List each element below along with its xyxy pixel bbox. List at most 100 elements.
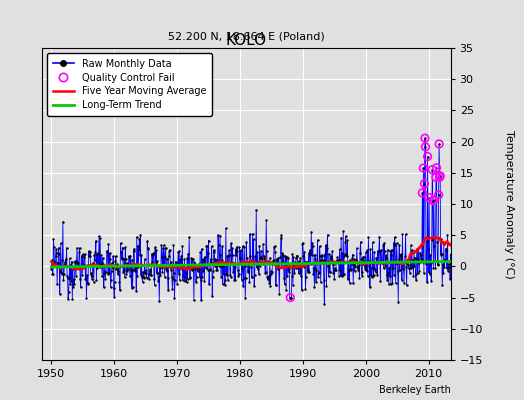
Point: [392, 260, 400, 266]
Point: [94, 260, 103, 266]
Point: [117, 256, 126, 262]
Point: [377, 247, 385, 254]
Point: [84, 281, 92, 288]
Point: [394, 268, 402, 275]
Point: [272, 256, 281, 263]
Point: [245, 279, 254, 285]
Point: [121, 244, 129, 250]
Point: [97, 252, 105, 258]
Point: [163, 275, 172, 282]
Point: [309, 270, 318, 277]
Point: [376, 259, 384, 265]
Point: [260, 258, 269, 264]
Point: [166, 260, 174, 267]
Point: [139, 268, 147, 275]
Point: [441, 256, 449, 263]
Point: [399, 261, 408, 268]
Point: [264, 276, 272, 282]
Point: [236, 255, 244, 261]
Point: [201, 260, 210, 267]
Point: [256, 255, 265, 261]
Point: [242, 275, 250, 282]
Point: [288, 273, 296, 279]
Point: [230, 262, 238, 268]
Point: [83, 272, 91, 278]
Point: [252, 259, 260, 266]
Point: [277, 232, 286, 238]
Point: [126, 273, 134, 279]
Point: [304, 250, 313, 256]
Point: [234, 273, 243, 280]
Point: [74, 260, 82, 266]
Point: [443, 265, 451, 272]
Point: [284, 255, 292, 261]
Point: [307, 261, 315, 267]
Point: [221, 282, 229, 288]
Point: [189, 256, 197, 262]
Point: [357, 269, 366, 275]
Point: [257, 248, 265, 254]
Point: [364, 234, 373, 240]
Point: [54, 244, 63, 251]
Point: [354, 264, 363, 270]
Point: [198, 273, 206, 280]
Point: [91, 257, 99, 263]
Point: [431, 258, 439, 264]
Point: [334, 256, 343, 263]
Point: [59, 277, 68, 284]
Point: [337, 272, 346, 279]
Point: [232, 252, 241, 259]
Point: [240, 244, 248, 250]
Point: [203, 243, 211, 249]
Point: [151, 258, 160, 265]
Point: [88, 273, 96, 279]
Point: [156, 272, 165, 279]
Point: [68, 295, 77, 302]
Point: [361, 263, 369, 270]
Point: [434, 192, 443, 198]
Point: [110, 293, 118, 300]
Point: [285, 265, 293, 272]
Point: [432, 174, 440, 180]
Point: [385, 264, 394, 271]
Point: [80, 254, 89, 260]
Point: [411, 271, 420, 278]
Point: [442, 245, 450, 252]
Point: [150, 281, 159, 288]
Point: [409, 272, 418, 279]
Point: [137, 272, 145, 278]
Point: [62, 244, 71, 251]
Point: [259, 253, 268, 259]
Point: [371, 266, 379, 273]
Point: [395, 241, 403, 248]
Point: [415, 268, 423, 274]
Point: [113, 261, 122, 267]
Point: [192, 279, 200, 286]
Point: [352, 258, 361, 264]
Point: [78, 272, 86, 278]
Point: [114, 271, 122, 277]
Point: [303, 267, 312, 273]
Point: [319, 257, 327, 263]
Legend: Raw Monthly Data, Quality Control Fail, Five Year Moving Average, Long-Term Tren: Raw Monthly Data, Quality Control Fail, …: [47, 53, 212, 116]
Point: [421, 135, 429, 142]
Point: [209, 274, 217, 280]
Point: [373, 272, 381, 278]
Point: [186, 275, 194, 281]
Point: [244, 268, 252, 275]
Point: [262, 217, 270, 224]
Point: [325, 269, 334, 275]
Point: [340, 271, 348, 277]
Point: [341, 239, 350, 246]
Point: [389, 240, 398, 246]
Point: [202, 264, 210, 271]
Point: [428, 166, 436, 173]
Point: [328, 257, 336, 264]
Point: [218, 243, 226, 250]
Point: [333, 254, 342, 260]
Point: [424, 246, 432, 252]
Point: [176, 256, 184, 262]
Point: [196, 277, 205, 284]
Point: [209, 268, 217, 274]
Point: [402, 264, 410, 270]
